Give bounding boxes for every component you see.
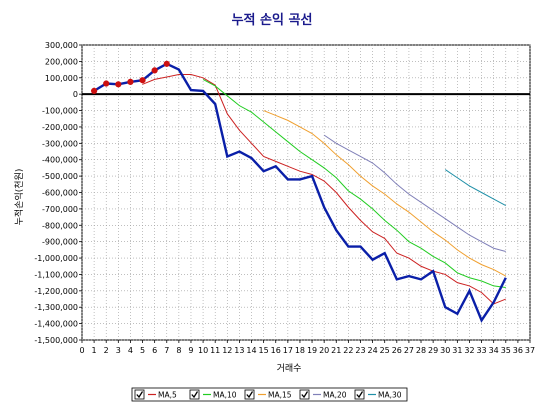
ma-series-line-1 <box>142 74 506 305</box>
legend-label: MA,30 <box>378 391 402 400</box>
check-icon <box>136 391 144 399</box>
y-tick-label: -500,000 <box>42 172 78 181</box>
x-tick-label: 23 <box>355 346 365 355</box>
x-tick-label: 1 <box>92 346 97 355</box>
data-point-marker <box>127 78 134 85</box>
ma-series-line-4 <box>323 134 506 252</box>
x-tick-label: 22 <box>343 346 353 355</box>
y-tick-label: -600,000 <box>42 189 78 198</box>
x-tick-label: 30 <box>440 346 450 355</box>
x-tick-label: 34 <box>489 346 499 355</box>
x-tick-label: 17 <box>283 346 293 355</box>
x-tick-label: 33 <box>476 346 486 355</box>
legend-checkbox[interactable] <box>299 389 310 400</box>
x-tick-label: 16 <box>271 346 281 355</box>
legend-box <box>131 387 408 402</box>
data-point-marker <box>91 87 98 94</box>
y-axis-ticks: 300,000 200,000 100,000 0 -100,000 -200,000 -3… <box>34 41 82 345</box>
data-point-marker <box>163 60 170 67</box>
y-tick-label: -1,300,000 <box>34 303 78 312</box>
check-icon <box>246 391 254 399</box>
y-tick-label: -800,000 <box>42 221 78 230</box>
x-tick-label: 36 <box>513 346 523 355</box>
x-tick-label: 27 <box>404 346 414 355</box>
y-tick-label: -1,000,000 <box>34 254 78 263</box>
moving-average-lines <box>142 74 507 305</box>
x-tick-label: 10 <box>198 346 208 355</box>
x-tick-label: 18 <box>295 346 305 355</box>
x-tick-label: 19 <box>307 346 317 355</box>
y-tick-label: -1,400,000 <box>34 320 78 329</box>
x-tick-label: 28 <box>416 346 426 355</box>
cumulative-pnl-line <box>93 62 507 323</box>
cumulative-pnl-series <box>91 60 507 323</box>
x-axis-label: 거래수 <box>277 363 302 374</box>
y-axis-label: 누적손익(천원) <box>13 169 25 226</box>
y-tick-label: -1,100,000 <box>34 270 78 279</box>
x-tick-label: 24 <box>368 346 378 355</box>
legend-label: MA,20 <box>323 391 347 400</box>
x-tick-label: 3 <box>116 346 121 355</box>
x-tick-label: 2 <box>104 346 109 355</box>
ma-series-line-2 <box>202 78 506 289</box>
x-tick-label: 37 <box>525 346 535 355</box>
data-point-marker <box>103 80 110 87</box>
x-tick-label: 13 <box>234 346 244 355</box>
legend: MA,5 MA,10 MA,15 MA,20 MA,30 <box>131 387 408 402</box>
data-point-marker <box>115 81 122 88</box>
legend-checkbox[interactable] <box>189 389 200 400</box>
x-tick-label: 35 <box>501 346 511 355</box>
check-icon <box>301 391 309 399</box>
legend-checkbox[interactable] <box>134 389 145 400</box>
check-icon <box>356 391 364 399</box>
chart-title: 누적 손익 곡선 <box>232 12 313 28</box>
y-tick-label: 100,000 <box>45 74 78 83</box>
y-tick-label: -1,200,000 <box>34 287 78 296</box>
y-tick-label: -100,000 <box>42 107 78 116</box>
x-tick-label: 25 <box>380 346 390 355</box>
x-tick-label: 7 <box>164 346 169 355</box>
y-tick-label: -400,000 <box>42 156 78 165</box>
x-tick-label: 11 <box>210 346 220 355</box>
x-tick-label: 21 <box>331 346 341 355</box>
y-tick-label: 300,000 <box>45 41 78 50</box>
x-tick-label: 31 <box>452 346 462 355</box>
x-tick-label: 29 <box>428 346 438 355</box>
x-tick-label: 32 <box>464 346 474 355</box>
y-tick-label: 0 <box>73 90 78 99</box>
x-tick-label: 20 <box>319 346 329 355</box>
x-tick-label: 8 <box>176 346 181 355</box>
ma-series-line-5 <box>444 169 507 207</box>
y-tick-label: 200,000 <box>45 57 78 66</box>
legend-label: MA,15 <box>268 391 292 400</box>
data-point-marker <box>139 77 146 84</box>
x-tick-label: 12 <box>222 346 232 355</box>
legend-checkbox[interactable] <box>354 389 365 400</box>
x-tick-label: 5 <box>140 346 145 355</box>
check-icon <box>191 391 199 399</box>
ma-series-line-3 <box>263 110 507 277</box>
x-tick-label: 14 <box>246 346 256 355</box>
legend-label: MA,10 <box>213 391 237 400</box>
legend-label: MA,5 <box>158 391 177 400</box>
y-tick-label: -900,000 <box>42 238 78 247</box>
plot-area <box>81 44 531 341</box>
y-tick-label: -300,000 <box>42 139 78 148</box>
y-tick-label: -700,000 <box>42 205 78 214</box>
y-tick-label: -200,000 <box>42 123 78 132</box>
legend-checkbox[interactable] <box>244 389 255 400</box>
x-tick-label: 26 <box>392 346 402 355</box>
x-tick-label: 0 <box>79 346 84 355</box>
y-tick-label: -1,500,000 <box>34 336 78 345</box>
x-tick-label: 9 <box>188 346 193 355</box>
data-point-marker <box>151 67 158 74</box>
x-axis-ticks: 0 1 2 3 4 5 6 7 8 9 10 11 12 13 14 15 16 17 18 19 20 21 22 23 24… <box>79 340 535 355</box>
x-tick-label: 15 <box>259 346 269 355</box>
x-tick-label: 4 <box>128 346 133 355</box>
x-tick-label: 6 <box>152 346 157 355</box>
